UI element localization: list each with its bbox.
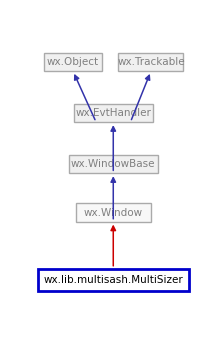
FancyBboxPatch shape: [44, 53, 102, 71]
Text: wx.lib.multisash.MultiSizer: wx.lib.multisash.MultiSizer: [43, 275, 183, 285]
FancyBboxPatch shape: [38, 269, 189, 291]
FancyBboxPatch shape: [118, 53, 183, 71]
Text: wx.Window: wx.Window: [84, 208, 143, 217]
Text: wx.Object: wx.Object: [47, 57, 99, 67]
FancyBboxPatch shape: [69, 155, 158, 173]
FancyBboxPatch shape: [76, 203, 151, 222]
Text: wx.EvtHandler: wx.EvtHandler: [75, 108, 151, 118]
FancyBboxPatch shape: [74, 104, 153, 122]
Text: wx.WindowBase: wx.WindowBase: [71, 159, 156, 169]
Text: wx.Trackable: wx.Trackable: [117, 57, 185, 67]
